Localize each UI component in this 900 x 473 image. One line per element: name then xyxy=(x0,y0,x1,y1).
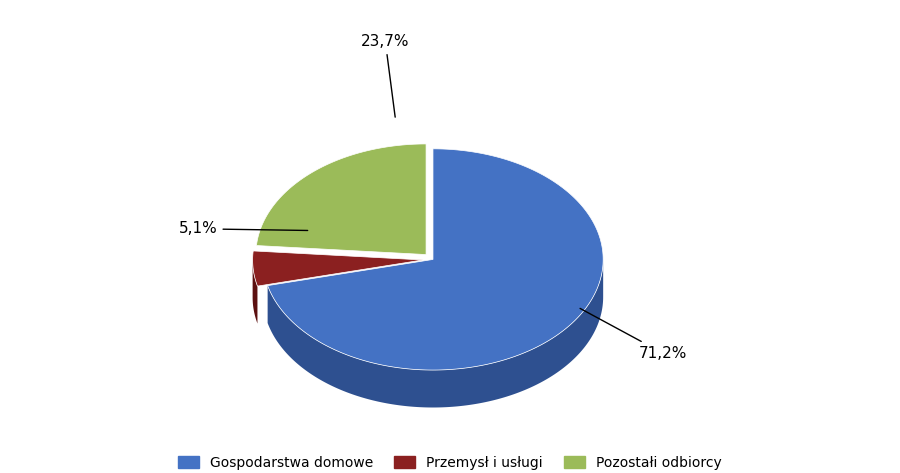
Legend: Gospodarstwa domowe, Przemysł i usługi, Pozostałi odbiorcy: Gospodarstwa domowe, Przemysł i usługi, … xyxy=(173,450,727,473)
Polygon shape xyxy=(267,260,603,408)
Polygon shape xyxy=(267,149,603,370)
Text: 5,1%: 5,1% xyxy=(179,221,308,236)
Polygon shape xyxy=(253,260,257,324)
Polygon shape xyxy=(253,251,423,286)
Polygon shape xyxy=(256,144,426,254)
Text: 71,2%: 71,2% xyxy=(580,308,687,360)
Text: 23,7%: 23,7% xyxy=(361,34,410,117)
